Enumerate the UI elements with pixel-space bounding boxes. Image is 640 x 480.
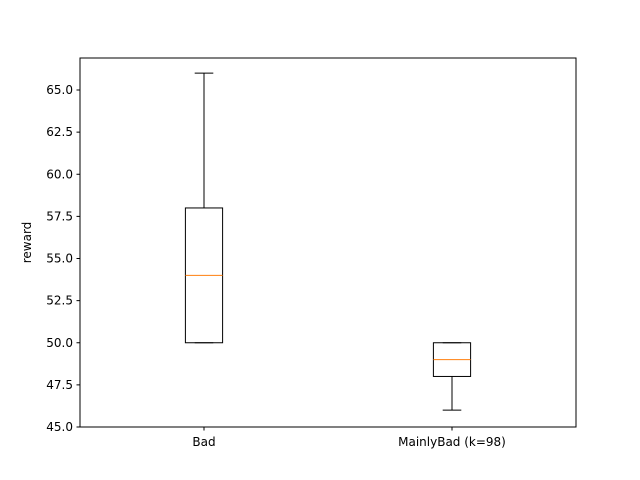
x-ticks: Bad MainlyBad (k=98): [192, 427, 506, 449]
y-tick-label: 47.5: [46, 378, 73, 392]
y-tick-label: 57.5: [46, 209, 73, 223]
box-1: [184, 72, 224, 344]
y-tick-label: 65.0: [46, 83, 73, 97]
y-tick-label: 52.5: [46, 294, 73, 308]
y-tick-label: 60.0: [46, 167, 73, 181]
y-ticks: 45.0 47.5 50.0 52.5 55.0 57.5 60.0 62.5 65.0: [46, 83, 80, 434]
y-tick-label: 62.5: [46, 125, 73, 139]
box-2: [432, 342, 472, 411]
y-tick-label: 50.0: [46, 336, 73, 350]
y-axis-label: reward: [20, 222, 34, 264]
axes-frame: [79, 57, 577, 428]
boxes-layer: [184, 72, 472, 411]
y-tick-label: 55.0: [46, 252, 73, 266]
x-tick-label: MainlyBad (k=98): [398, 435, 506, 449]
x-tick-label: Bad: [192, 435, 215, 449]
y-tick-label: 45.0: [46, 420, 73, 434]
